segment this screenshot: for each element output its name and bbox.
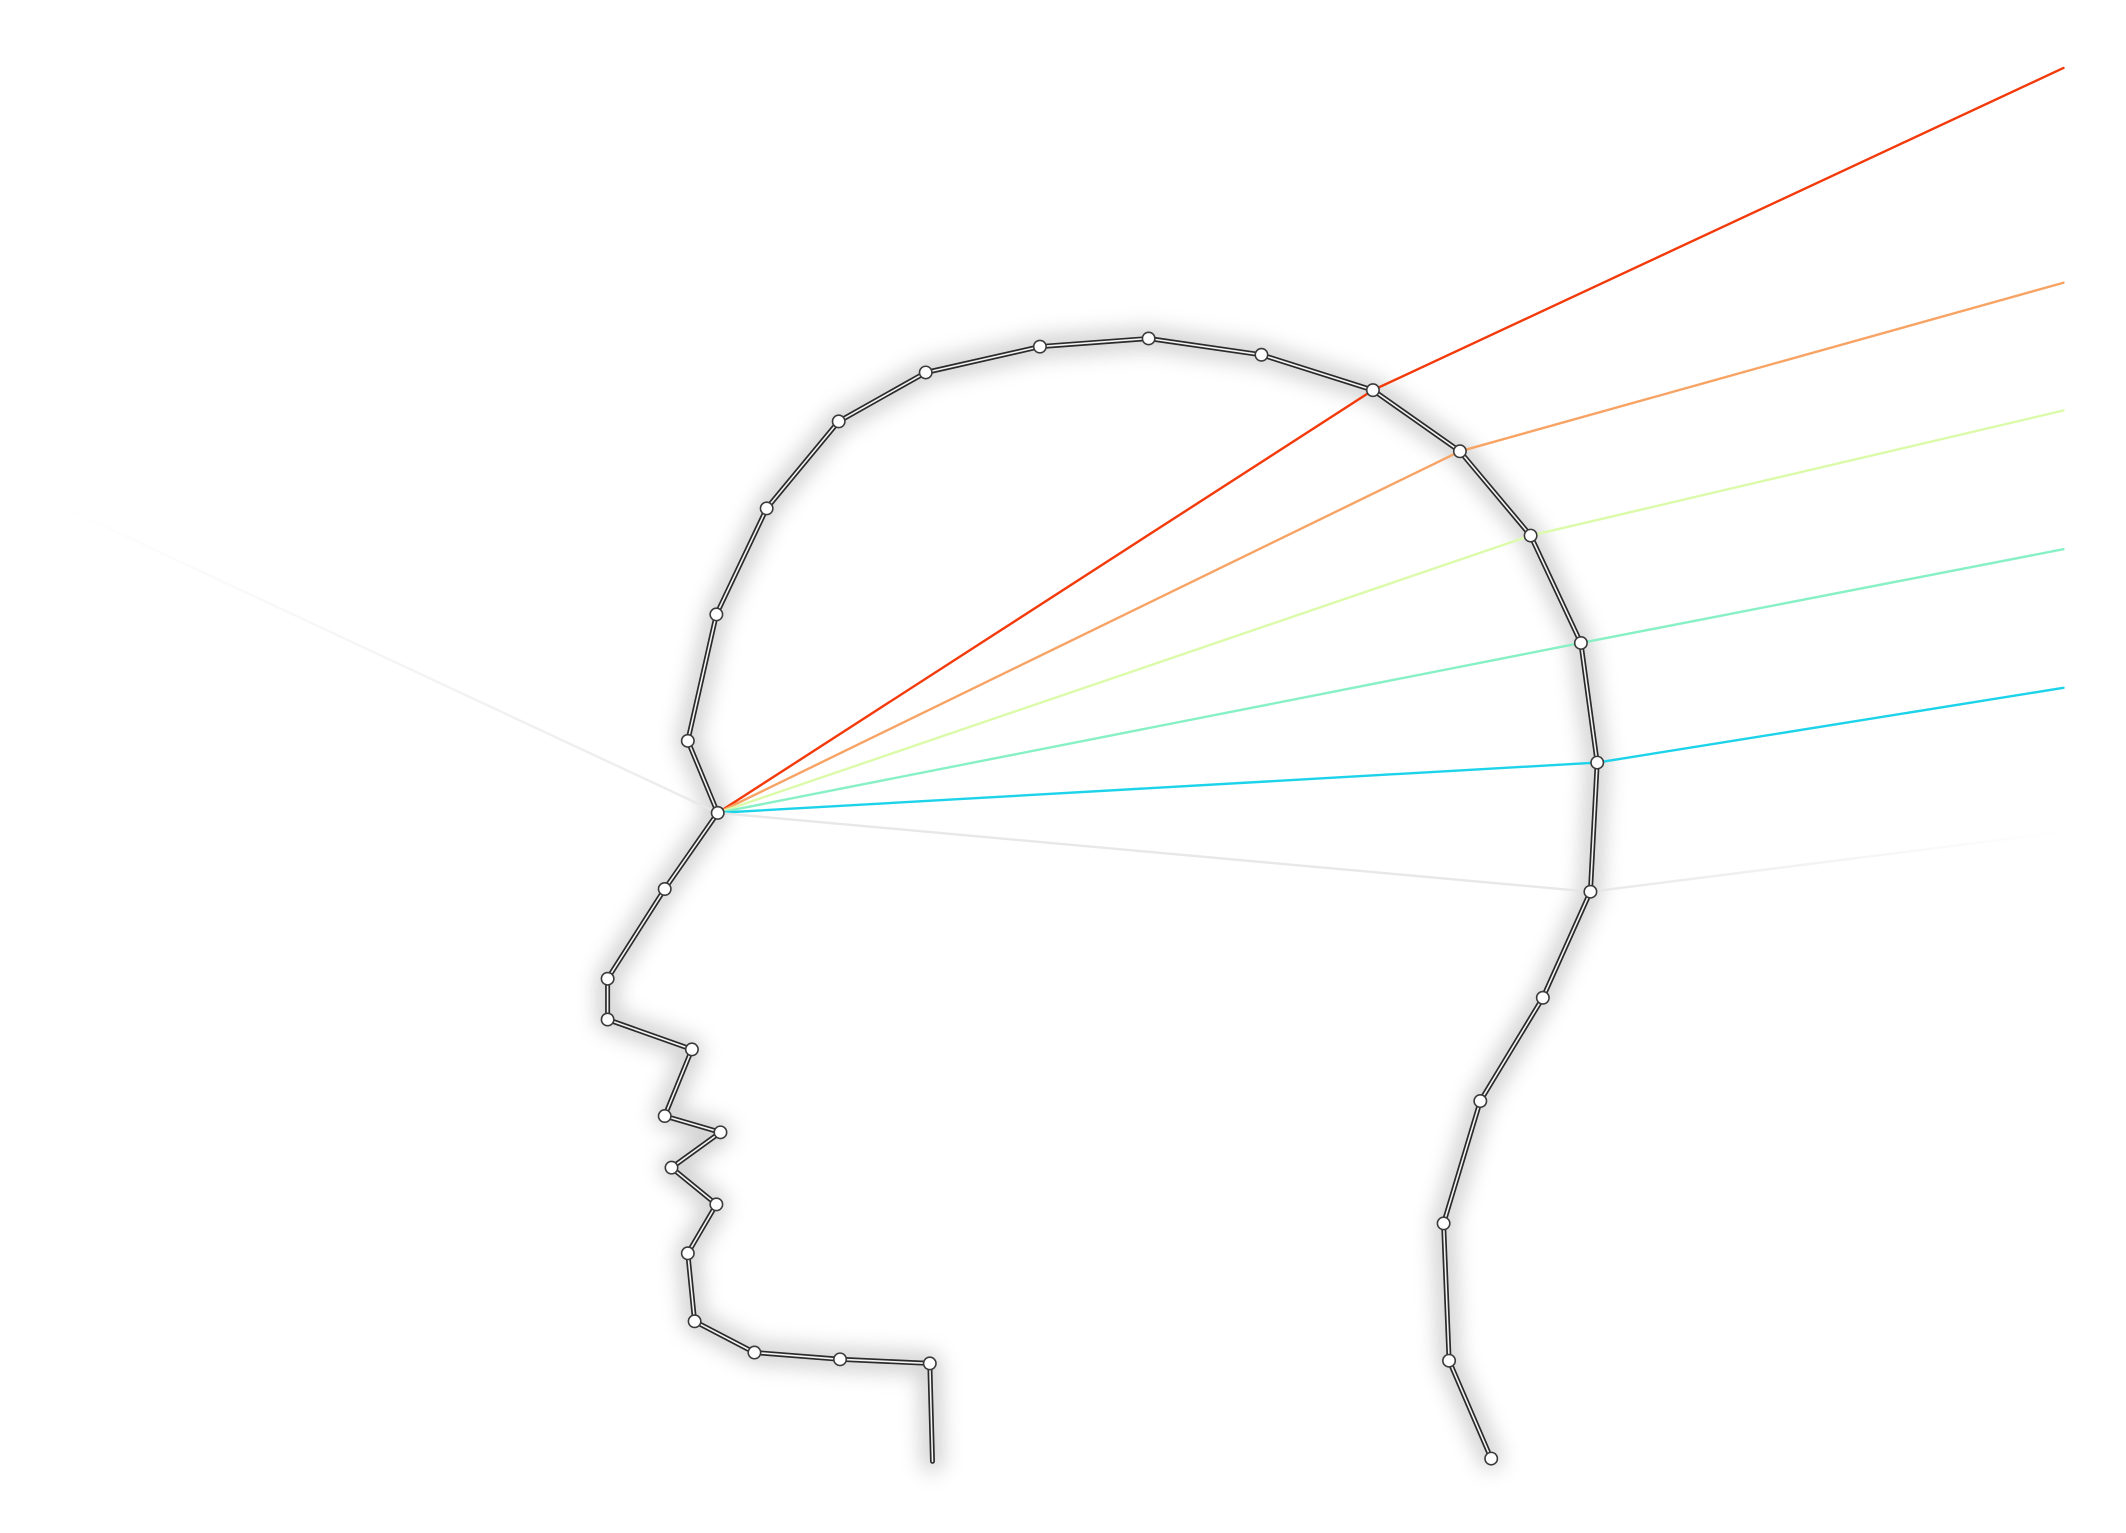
outline-node [709, 1197, 724, 1212]
outline-node [1452, 444, 1467, 459]
outline-node [747, 1345, 762, 1360]
outline-node [1442, 1353, 1457, 1368]
outline-node [664, 1160, 679, 1175]
outline-node [1141, 331, 1156, 346]
outline-node [710, 805, 725, 820]
ray-inner-1 [716, 388, 1375, 815]
outline-node [657, 1109, 672, 1124]
outline-node [1573, 635, 1588, 650]
outline-node [687, 1314, 702, 1329]
outline-node [1254, 347, 1269, 362]
ray-outer-1 [1371, 66, 2065, 392]
outline-node [1535, 990, 1550, 1005]
ray-left-faint [53, 501, 719, 815]
outline-node [713, 1125, 728, 1140]
outline-node [918, 365, 933, 380]
outline-node [1523, 528, 1538, 543]
outline-node [684, 1042, 699, 1057]
outline-node [922, 1356, 937, 1371]
outline-node [1365, 383, 1380, 398]
ray-inner-6 [716, 811, 1592, 893]
outline-highlight [606, 337, 1598, 1463]
ray-outer-3 [1529, 409, 2065, 537]
outline-node [657, 882, 672, 897]
outline-node [600, 971, 615, 986]
ray-outer-5 [1596, 686, 2065, 764]
outline-node [1583, 884, 1598, 899]
outline-node [831, 414, 846, 429]
ray-outer-2 [1458, 281, 2065, 453]
ray-outer-4 [1579, 547, 2065, 645]
outline-node [833, 1352, 848, 1367]
outline-nodes [600, 331, 1605, 1466]
outline-node [680, 733, 695, 748]
outline-node [1436, 1216, 1451, 1231]
outline-node [709, 607, 724, 622]
outline-node [1590, 755, 1605, 770]
ray-inner-2 [716, 450, 1462, 815]
outline-node [1473, 1094, 1488, 1109]
outline-node [680, 1246, 695, 1261]
ray-outer-6 [1589, 830, 2065, 893]
outline-node [1484, 1451, 1499, 1466]
ray-inner-4 [716, 641, 1583, 815]
outline-node [600, 1012, 615, 1027]
ray-inner-3 [716, 534, 1532, 815]
head-outline [605, 336, 1600, 1464]
outline-node [1032, 339, 1047, 354]
light-rays [53, 66, 2065, 893]
ray-inner-5 [716, 761, 1599, 815]
outline-node [759, 501, 774, 516]
